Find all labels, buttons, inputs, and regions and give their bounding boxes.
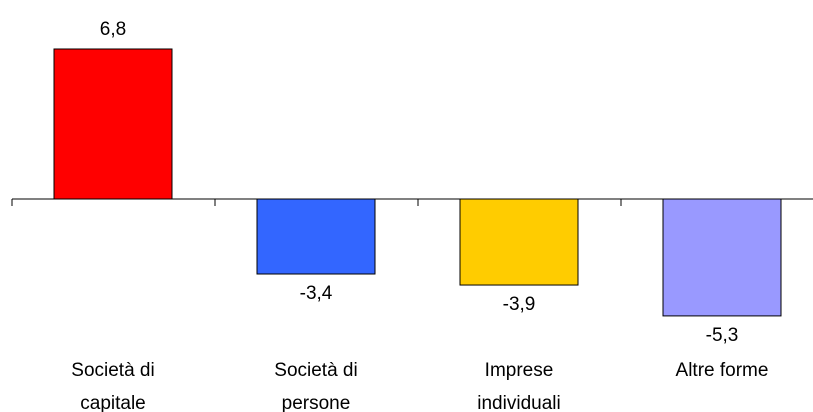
value-labels-layer: 6,8 -3,4 -3,9 -5,3 <box>100 19 739 346</box>
data-label: -3,9 <box>503 294 536 315</box>
data-label: -3,4 <box>300 283 333 304</box>
category-label: Imprese <box>485 360 554 381</box>
category-labels-layer: Società di capitale Società di persone Impre… <box>71 360 768 412</box>
category-label: persone <box>282 393 351 412</box>
bar <box>459 198 579 286</box>
category-label: Altre forme <box>676 360 769 381</box>
data-label: 6,8 <box>100 19 126 40</box>
bar <box>662 198 782 317</box>
category-label: capitale <box>80 393 146 412</box>
data-label: -5,3 <box>706 325 739 346</box>
bar <box>53 48 173 200</box>
category-label: Società di <box>71 360 154 381</box>
category-label: Società di <box>274 360 357 381</box>
category-label: individuali <box>477 393 560 412</box>
bar <box>256 198 376 275</box>
x-axis <box>11 198 813 206</box>
bars-layer <box>53 48 782 317</box>
